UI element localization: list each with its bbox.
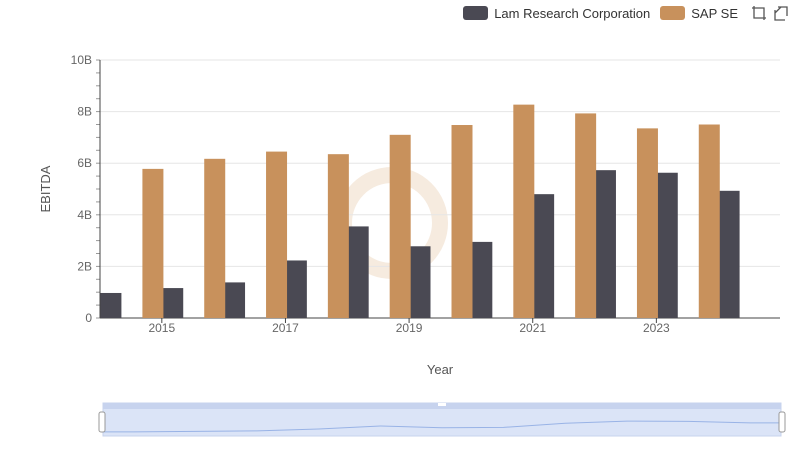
- legend-swatch-sap: [660, 6, 686, 20]
- bar-sap-2023: [698, 124, 720, 318]
- x-tick-label: 2017: [272, 321, 299, 335]
- bar-sap-2016: [266, 151, 288, 318]
- bar-sap-2015: [204, 158, 226, 318]
- bar-sap-2021: [575, 113, 597, 318]
- legend-item-lam[interactable]: Lam Research Corporation: [463, 6, 650, 21]
- bar-lam-2017: [285, 260, 307, 318]
- reset-icon[interactable]: [772, 4, 790, 22]
- bar-sap-2022: [636, 128, 658, 318]
- bar-sap-2019: [451, 125, 473, 319]
- y-tick-label: 4B: [77, 208, 92, 222]
- x-tick-label: 2015: [148, 321, 175, 335]
- legend: Lam Research Corporation SAP SE: [463, 4, 790, 22]
- range-slider-left-handle[interactable]: [98, 411, 106, 433]
- x-axis-title: Year: [427, 362, 454, 377]
- bar-lam-2023: [656, 172, 678, 318]
- bar-lam-2020: [471, 241, 493, 318]
- bar-lam-2015: [162, 288, 184, 318]
- bar-lam-2016: [224, 282, 246, 318]
- bar-lam-2021: [533, 194, 555, 318]
- legend-label-lam: Lam Research Corporation: [494, 5, 651, 21]
- box-zoom-icon[interactable]: [750, 4, 768, 22]
- bar-sap-2020: [513, 104, 535, 318]
- bar-sap-2017: [327, 154, 349, 318]
- x-tick-label: 2019: [396, 321, 423, 335]
- y-tick-label: 6B: [77, 156, 92, 170]
- bar-lam-2019: [409, 246, 431, 318]
- bar-lam-2022: [594, 170, 616, 318]
- bar-sap-2014: [142, 168, 164, 318]
- bar-lam-2018: [347, 226, 369, 318]
- bar-lam-2024: [718, 190, 740, 318]
- bar-sap-2018: [389, 134, 411, 318]
- legend-label-sap: SAP SE: [691, 5, 738, 21]
- range-slider-grip: [438, 403, 446, 406]
- range-slider-right-handle[interactable]: [778, 411, 786, 433]
- legend-item-sap[interactable]: SAP SE: [660, 6, 738, 21]
- chart-toolbar: [750, 4, 790, 22]
- x-tick-label: 2021: [519, 321, 546, 335]
- y-tick-label: 0: [85, 311, 92, 325]
- y-tick-label: 8B: [77, 105, 92, 119]
- y-tick-label: 2B: [77, 259, 92, 273]
- legend-swatch-lam: [463, 6, 489, 20]
- bar-lam-2014: [100, 292, 122, 318]
- range-slider-line: [103, 420, 781, 433]
- y-tick-label: 10B: [71, 53, 92, 67]
- y-axis-title: EBITDA: [38, 165, 53, 212]
- x-tick-label: 2023: [643, 321, 670, 335]
